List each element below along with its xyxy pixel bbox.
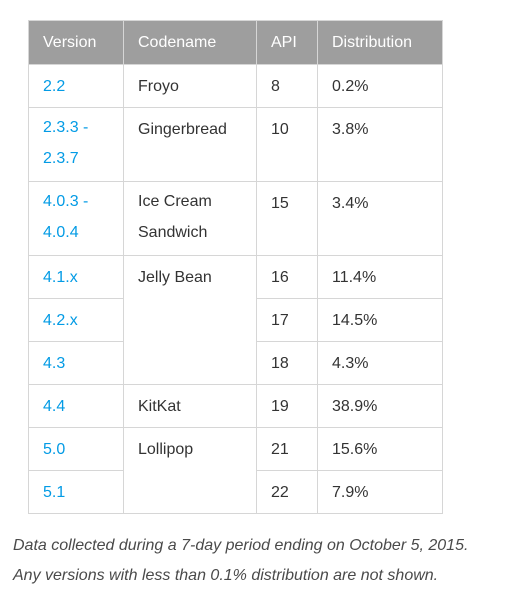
distribution-cell: 3.4%	[317, 181, 443, 256]
table-header-row: Version Codename API Distribution	[28, 20, 443, 65]
version-link[interactable]: 4.4	[43, 398, 66, 415]
version-cell: 5.1	[28, 470, 124, 514]
codename-cell: KitKat	[123, 384, 257, 428]
codename-cell: Lollipop	[123, 427, 257, 514]
api-cell: 16	[256, 255, 318, 299]
api-cell: 8	[256, 64, 318, 108]
header-api: API	[256, 20, 318, 65]
version-line: 2.3.7	[43, 150, 79, 167]
codename-line: Ice Cream	[138, 193, 212, 210]
distribution-cell: 3.8%	[317, 107, 443, 182]
distribution-table: Version Codename API Distribution 2.2 Fr…	[28, 20, 443, 514]
version-link[interactable]: 2.3.3 - 2.3.7	[43, 112, 123, 174]
table-row: 4.0.3 - 4.0.4 Ice Cream Sandwich 15 3.4%	[28, 181, 443, 256]
version-cell: 4.0.3 - 4.0.4	[28, 181, 124, 256]
table-row: 4.2.x 17 14.5%	[28, 298, 443, 342]
api-cell: 15	[256, 181, 318, 256]
table-row: 4.4 KitKat 19 38.9%	[28, 384, 443, 428]
api-cell: 19	[256, 384, 318, 428]
version-cell: 4.1.x	[28, 255, 124, 299]
table-row: 4.1.x Jelly Bean 16 11.4%	[28, 255, 443, 385]
codename-cell: Froyo	[123, 64, 257, 108]
version-cell: 4.4	[28, 384, 124, 428]
api-cell: 18	[256, 341, 318, 385]
codename-cell: Ice Cream Sandwich	[123, 181, 257, 256]
version-cell: 2.2	[28, 64, 124, 108]
api-cell: 22	[256, 470, 318, 514]
version-link[interactable]: 5.0	[43, 441, 66, 458]
footnote-threshold: Any versions with less than 0.1% distrib…	[13, 567, 439, 584]
version-line: 4.0.3 -	[43, 193, 89, 210]
distribution-cell: 4.3%	[317, 341, 443, 385]
table-row: 5.0 Lollipop 21 15.6%	[28, 427, 443, 514]
version-link[interactable]: 2.2	[43, 78, 66, 95]
codename-cell: Gingerbread	[123, 107, 257, 182]
distribution-cell: 11.4%	[317, 255, 443, 299]
version-cell: 4.3	[28, 341, 124, 385]
distribution-cell: 14.5%	[317, 298, 443, 342]
version-cell: 2.3.3 - 2.3.7	[28, 107, 124, 182]
footnote-data-collected: Data collected during a 7-day period end…	[13, 537, 469, 554]
version-link[interactable]: 4.0.3 - 4.0.4	[43, 186, 123, 248]
header-version: Version	[28, 20, 124, 65]
version-cell: 4.2.x	[28, 298, 124, 342]
version-cell: 5.0	[28, 427, 124, 471]
version-link[interactable]: 4.2.x	[43, 312, 78, 329]
version-line: 4.0.4	[43, 224, 79, 241]
distribution-cell: 7.9%	[317, 470, 443, 514]
version-link[interactable]: 4.1.x	[43, 269, 78, 286]
distribution-cell: 38.9%	[317, 384, 443, 428]
api-cell: 10	[256, 107, 318, 182]
table-row: 5.1 22 7.9%	[28, 470, 443, 514]
header-distribution: Distribution	[317, 20, 443, 65]
table-row: 2.2 Froyo 8 0.2%	[28, 64, 443, 108]
table-row: 2.3.3 - 2.3.7 Gingerbread 10 3.8%	[28, 107, 443, 182]
version-link[interactable]: 5.1	[43, 484, 66, 501]
api-cell: 17	[256, 298, 318, 342]
api-cell: 21	[256, 427, 318, 471]
version-link[interactable]: 4.3	[43, 355, 66, 372]
distribution-cell: 15.6%	[317, 427, 443, 471]
version-line: 2.3.3 -	[43, 119, 89, 136]
codename-line: Sandwich	[138, 224, 208, 241]
distribution-cell: 0.2%	[317, 64, 443, 108]
table-row: 4.3 18 4.3%	[28, 341, 443, 385]
header-codename: Codename	[123, 20, 257, 65]
codename-cell: Jelly Bean	[123, 255, 257, 385]
